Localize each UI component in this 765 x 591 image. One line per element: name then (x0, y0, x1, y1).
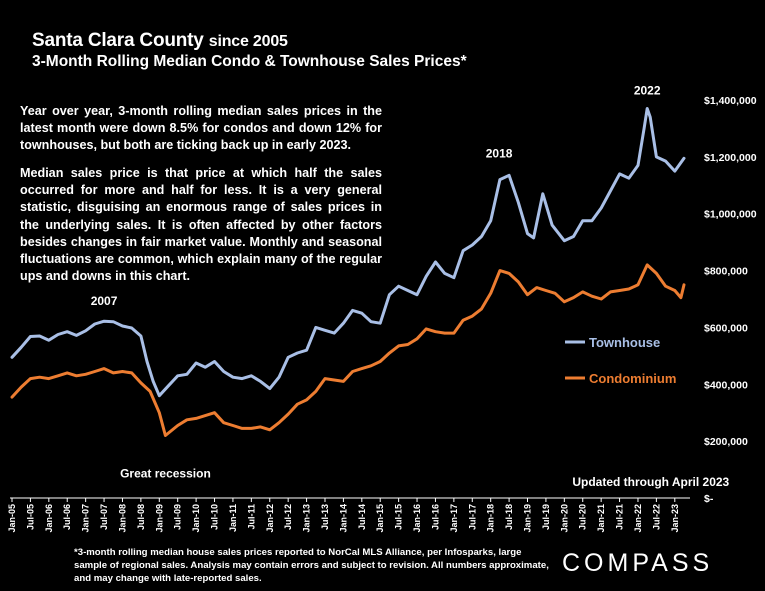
y-tick-label: $600,000 (704, 322, 748, 334)
x-tick-label: Jul-07 (99, 504, 109, 530)
x-tick-label: Jan-12 (265, 504, 275, 533)
y-tick-label: $400,000 (704, 379, 748, 391)
x-tick-label: Jan-08 (117, 504, 127, 533)
series-line-townhouse (10, 107, 686, 398)
title-main: Santa Clara County (32, 30, 204, 51)
chart-title: Santa Clara County since 2005 (32, 30, 288, 52)
x-tick-label: Jul-21 (615, 504, 625, 530)
y-tick-label: $1,200,000 (704, 152, 757, 164)
x-tick-label: Jul-22 (651, 504, 661, 530)
x-tick-label: Jul-06 (62, 504, 72, 530)
footnote: *3-month rolling median house sales pric… (74, 547, 549, 584)
x-tick-label: Jul-13 (320, 504, 330, 530)
y-tick-label: $800,000 (704, 266, 748, 278)
chart-subtitle: 3-Month Rolling Median Condo & Townhouse… (32, 53, 467, 70)
chart-annotation: 2022 (634, 84, 661, 98)
y-tick-label: $- (704, 493, 714, 505)
x-tick-label: Jul-15 (394, 504, 404, 530)
x-tick-label: Jul-12 (283, 504, 293, 530)
x-tick-label: Jul-09 (173, 504, 183, 530)
x-tick-label: Jan-16 (412, 504, 422, 533)
x-tick-label: Jul-14 (357, 504, 367, 530)
x-tick-label: Jan-05 (7, 504, 17, 533)
compass-logo: COMPASS (562, 549, 714, 577)
x-tick-label: Jan-18 (486, 504, 496, 533)
chart-annotation: Updated through April 2023 (572, 475, 729, 489)
x-tick-label: Jan-06 (44, 504, 54, 533)
x-tick-label: Jan-21 (596, 504, 606, 533)
x-tick-label: Jan-19 (523, 504, 533, 533)
chart-annotation: 2018 (486, 146, 513, 160)
x-tick-label: Jul-08 (136, 504, 146, 530)
title-suffix: since 2005 (208, 33, 288, 50)
x-tick-label: Jul-05 (25, 504, 35, 530)
x-tick-label: Jul-17 (467, 504, 477, 530)
x-tick-label: Jan-23 (670, 504, 680, 533)
x-tick-label: Jan-15 (375, 504, 385, 533)
x-tick-label: Jan-07 (81, 504, 91, 533)
x-tick-label: Jan-13 (302, 504, 312, 533)
x-tick-label: Jan-22 (633, 504, 643, 533)
chart-annotation: 2007 (91, 294, 118, 308)
x-tick-label: Jan-20 (559, 504, 569, 533)
x-tick-label: Jan-09 (154, 504, 164, 533)
x-tick-label: Jul-19 (541, 504, 551, 530)
y-tick-label: $1,400,000 (704, 95, 757, 107)
x-tick-label: Jan-17 (449, 504, 459, 533)
legend-label-condominium: Condominium (589, 371, 676, 386)
explanation-paragraph: Median sales price is that price at whic… (20, 166, 382, 284)
legend-label-townhouse: Townhouse (589, 335, 660, 350)
x-tick-label: Jul-18 (504, 504, 514, 530)
y-tick-label: $1,000,000 (704, 209, 757, 221)
x-tick-label: Jul-11 (246, 504, 256, 530)
chart-annotation: Great recession (120, 466, 211, 480)
x-tick-label: Jan-10 (191, 504, 201, 533)
x-tick-label: Jul-10 (210, 504, 220, 530)
series-line-condominium (10, 263, 686, 437)
summary-paragraph: Year over year, 3-month rolling median s… (20, 104, 382, 153)
x-tick-label: Jul-16 (430, 504, 440, 530)
x-tick-label: Jul-20 (578, 504, 588, 530)
y-tick-label: $200,000 (704, 436, 748, 448)
x-tick-label: Jan-14 (338, 504, 348, 533)
x-tick-label: Jan-11 (228, 504, 238, 532)
